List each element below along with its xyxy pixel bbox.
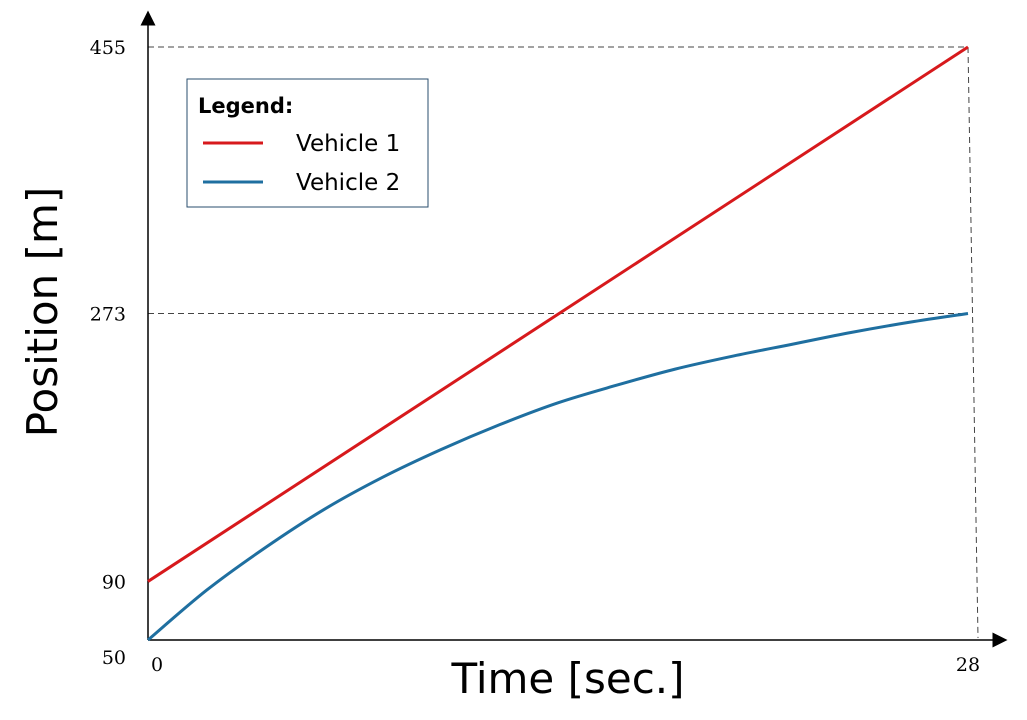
legend-title: Legend: — [198, 94, 293, 118]
y-tick-label-90: 90 — [102, 571, 126, 593]
legend-label-vehicle-1: Vehicle 1 — [296, 131, 400, 157]
y-tick-label-455: 455 — [90, 37, 126, 59]
y-tick-label-50: 50 — [102, 647, 126, 669]
legend-label-vehicle-2: Vehicle 2 — [296, 170, 400, 196]
reference-line-v-28 — [967, 46, 979, 639]
x-tick-label-28: 28 — [956, 654, 980, 676]
y-tick-label-273: 273 — [90, 303, 126, 325]
tick-labels: 50 90 273 455 0 28 — [90, 37, 980, 676]
y-axis-title: Position [m] — [18, 187, 67, 438]
series-line-vehicle-1 — [147, 45, 969, 583]
series-layer — [147, 45, 969, 642]
legend: Legend: Vehicle 1 Vehicle 2 — [186, 78, 429, 208]
legend-entries: Vehicle 1 Vehicle 2 — [203, 131, 400, 196]
series-line-vehicle-2 — [147, 312, 969, 642]
x-tick-label-0: 0 — [151, 654, 163, 676]
x-axis-title: Time [sec.] — [450, 654, 684, 703]
